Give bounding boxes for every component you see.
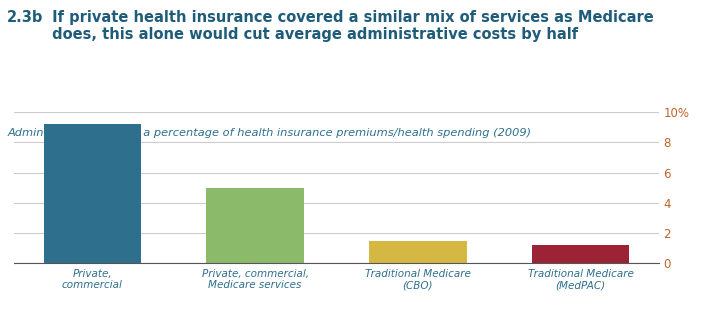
Text: If private health insurance covered a similar mix of services as Medicare
 does,: If private health insurance covered a si… bbox=[47, 10, 653, 42]
Bar bbox=[206, 187, 304, 263]
Bar bbox=[369, 240, 467, 263]
Text: 2.3b: 2.3b bbox=[7, 10, 44, 25]
Text: Administrative costs as a percentage of health insurance premiums/health spendin: Administrative costs as a percentage of … bbox=[7, 128, 531, 138]
Bar bbox=[532, 245, 629, 263]
Bar bbox=[44, 124, 141, 263]
